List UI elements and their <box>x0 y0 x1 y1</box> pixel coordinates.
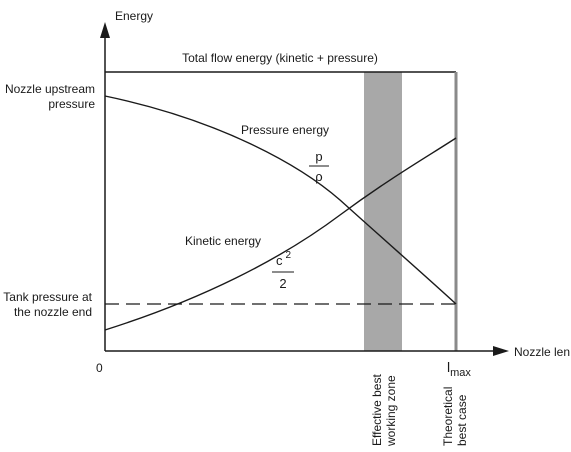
kinetic-num-exp: 2 <box>286 250 292 261</box>
x-axis-label: Nozzle len <box>514 345 570 359</box>
effective-zone-band <box>364 72 402 351</box>
x-axis-arrow-icon <box>493 346 509 356</box>
theoretical-label-line1: Theoretical <box>441 387 455 446</box>
pressure-energy-label: Pressure energy <box>241 123 329 137</box>
pressure-fraction-den: ρ <box>315 169 322 184</box>
lmax-label: lmax <box>447 359 471 379</box>
kinetic-fraction-den: 2 <box>279 276 286 291</box>
total-energy-label: Total flow energy (kinetic + pressure) <box>182 51 378 65</box>
kinetic-energy-label: Kinetic energy <box>185 234 261 248</box>
y-axis-label: Energy <box>115 9 153 23</box>
kinetic-num-c: c <box>276 253 283 268</box>
tank-label-line2: the nozzle end <box>14 305 92 319</box>
tank-label-line1: Tank pressure at <box>3 290 92 304</box>
theoretical-label-line2: best case <box>455 394 469 446</box>
upstream-label-line2: pressure <box>48 97 95 111</box>
lmax-main: l <box>447 359 450 375</box>
effective-zone-label-line2: working zone <box>384 375 398 447</box>
upstream-label-line1: Nozzle upstream <box>5 82 95 96</box>
kinetic-energy-curve <box>104 137 457 331</box>
pressure-fraction-num: p <box>315 149 322 164</box>
lmax-sub: max <box>450 367 471 379</box>
effective-zone-label-line1: Effective best <box>370 374 384 446</box>
pressure-energy-curve <box>104 95 457 305</box>
y-axis-arrow-icon <box>100 22 110 38</box>
origin-label: 0 <box>96 361 103 375</box>
